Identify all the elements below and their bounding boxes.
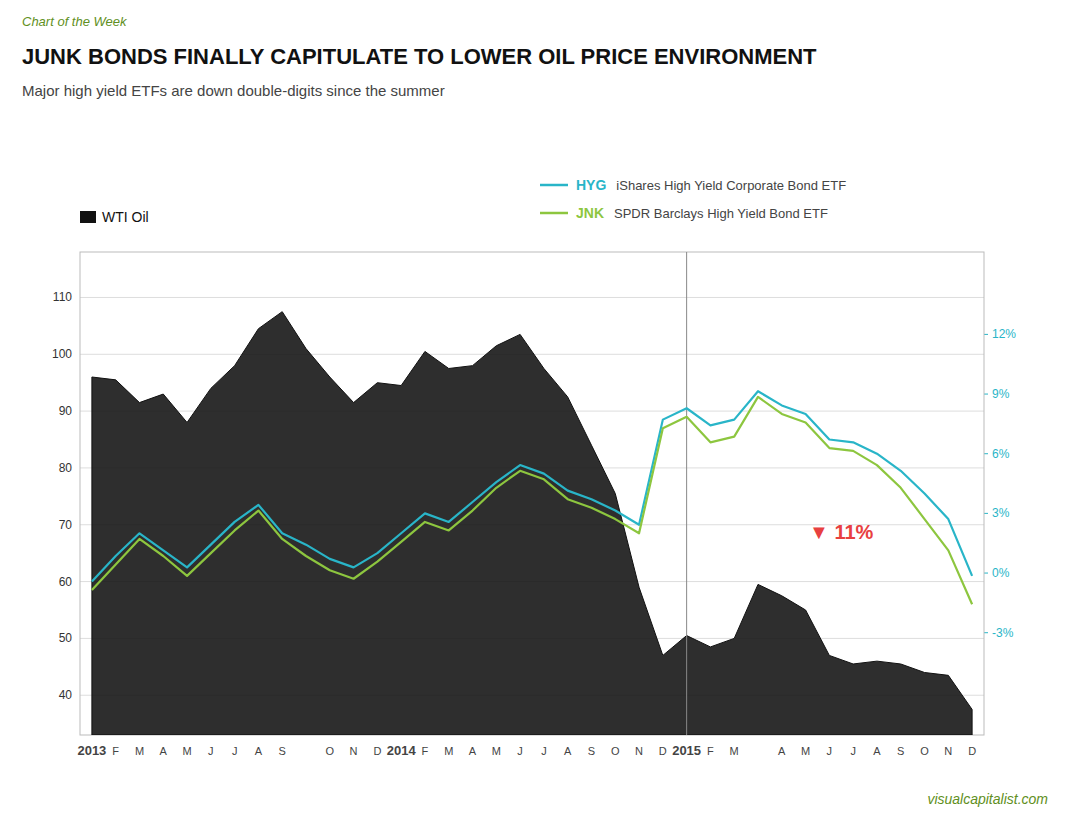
x-tick-label: D (659, 745, 667, 757)
x-tick-label: A (564, 745, 572, 757)
legend-label: HYG (576, 177, 606, 193)
y-tick-label: 60 (59, 575, 73, 589)
x-tick-label: J (850, 745, 856, 757)
y-tick-label: 110 (53, 290, 72, 304)
legend-line (540, 184, 568, 187)
y2-tick-label: 3% (992, 506, 1010, 520)
grid-line (80, 297, 984, 298)
x-tick-label: M (492, 745, 501, 757)
x-tick-label: M (730, 745, 739, 757)
x-tick-label: N (350, 745, 358, 757)
y2-tick (984, 573, 988, 574)
plot-frame (80, 252, 984, 735)
y2-tick (984, 513, 988, 514)
year-separator (686, 252, 687, 735)
y2-tick (984, 453, 988, 454)
y2-tick-label: 12% (992, 327, 1016, 341)
x-tick-label: 2014 (387, 743, 417, 758)
plot-area (92, 252, 972, 735)
x-tick-label: M (801, 745, 810, 757)
y2-tick-label: -3% (992, 626, 1014, 640)
x-tick-label: O (611, 745, 620, 757)
x-tick-label: A (873, 745, 881, 757)
area (92, 312, 972, 735)
legend-swatch (80, 211, 96, 223)
x-tick-label: F (707, 745, 714, 757)
axes: 40 50 60 70 80 90 100 110 12% 9% 6% 3% 0% -3% 2013 F M A M… (52, 252, 1016, 758)
x-tick-label: A (160, 745, 168, 757)
x-tick-label: F (112, 745, 119, 757)
x-tick-label: S (897, 745, 904, 757)
title: JUNK BONDS FINALLY CAPITULATE TO LOWER O… (22, 44, 817, 69)
x-tick-label: N (944, 745, 952, 757)
y2-tick (984, 632, 988, 633)
y-tick-label: 70 (59, 518, 73, 532)
x-tick-label: O (920, 745, 929, 757)
line (92, 391, 972, 581)
legend-description: SPDR Barclays High Yield Bond ETF (614, 206, 828, 221)
subtitle: Major high yield ETFs are down double-di… (22, 82, 445, 99)
x-tick-label: J (517, 745, 523, 757)
x-tick-label: 2013 (77, 743, 106, 758)
x-tick-label: M (135, 745, 144, 757)
x-tick-label: A (778, 745, 786, 757)
x-tick-label: A (255, 745, 263, 757)
y2-tick (984, 334, 988, 335)
y-tick-label: 80 (59, 461, 73, 475)
annotation: ▼ 11% (809, 521, 873, 543)
y2-tick-label: 0% (992, 566, 1010, 580)
legend-description: iShares High Yield Corporate Bond ETF (616, 178, 846, 193)
x-tick-label: A (469, 745, 477, 757)
x-tick-label: O (326, 745, 335, 757)
x-tick-label: F (422, 745, 429, 757)
x-tick-label: J (541, 745, 547, 757)
chart: Chart of the Week JUNK BONDS FINALLY CAPI… (0, 0, 1070, 826)
legend-label: WTI Oil (102, 209, 149, 225)
x-tick-label: S (279, 745, 286, 757)
y-tick-label: 50 (59, 631, 73, 645)
x-tick-label: 2015 (672, 743, 701, 758)
y2-tick-label: 6% (992, 447, 1010, 461)
x-tick-label: D (373, 745, 381, 757)
legend-line (540, 212, 568, 215)
x-tick-label: J (232, 745, 238, 757)
x-tick-label: S (588, 745, 595, 757)
source: visualcapitalist.com (927, 791, 1048, 807)
x-tick-label: M (182, 745, 191, 757)
y-tick-label: 90 (59, 404, 73, 418)
legend-label: JNK (576, 205, 604, 221)
x-tick-label: J (827, 745, 833, 757)
kicker: Chart of the Week (22, 14, 128, 29)
x-tick-label: N (635, 745, 643, 757)
y-tick-label: 100 (52, 347, 72, 361)
legend: WTI Oil HYG iShares High Yield Corporate B… (80, 177, 846, 225)
x-tick-label: D (968, 745, 976, 757)
y2-tick (984, 394, 988, 395)
line (92, 397, 972, 604)
x-tick-label: J (208, 745, 214, 757)
y2-tick-label: 9% (992, 387, 1010, 401)
x-tick-label: M (444, 745, 453, 757)
y-tick-label: 40 (59, 688, 73, 702)
